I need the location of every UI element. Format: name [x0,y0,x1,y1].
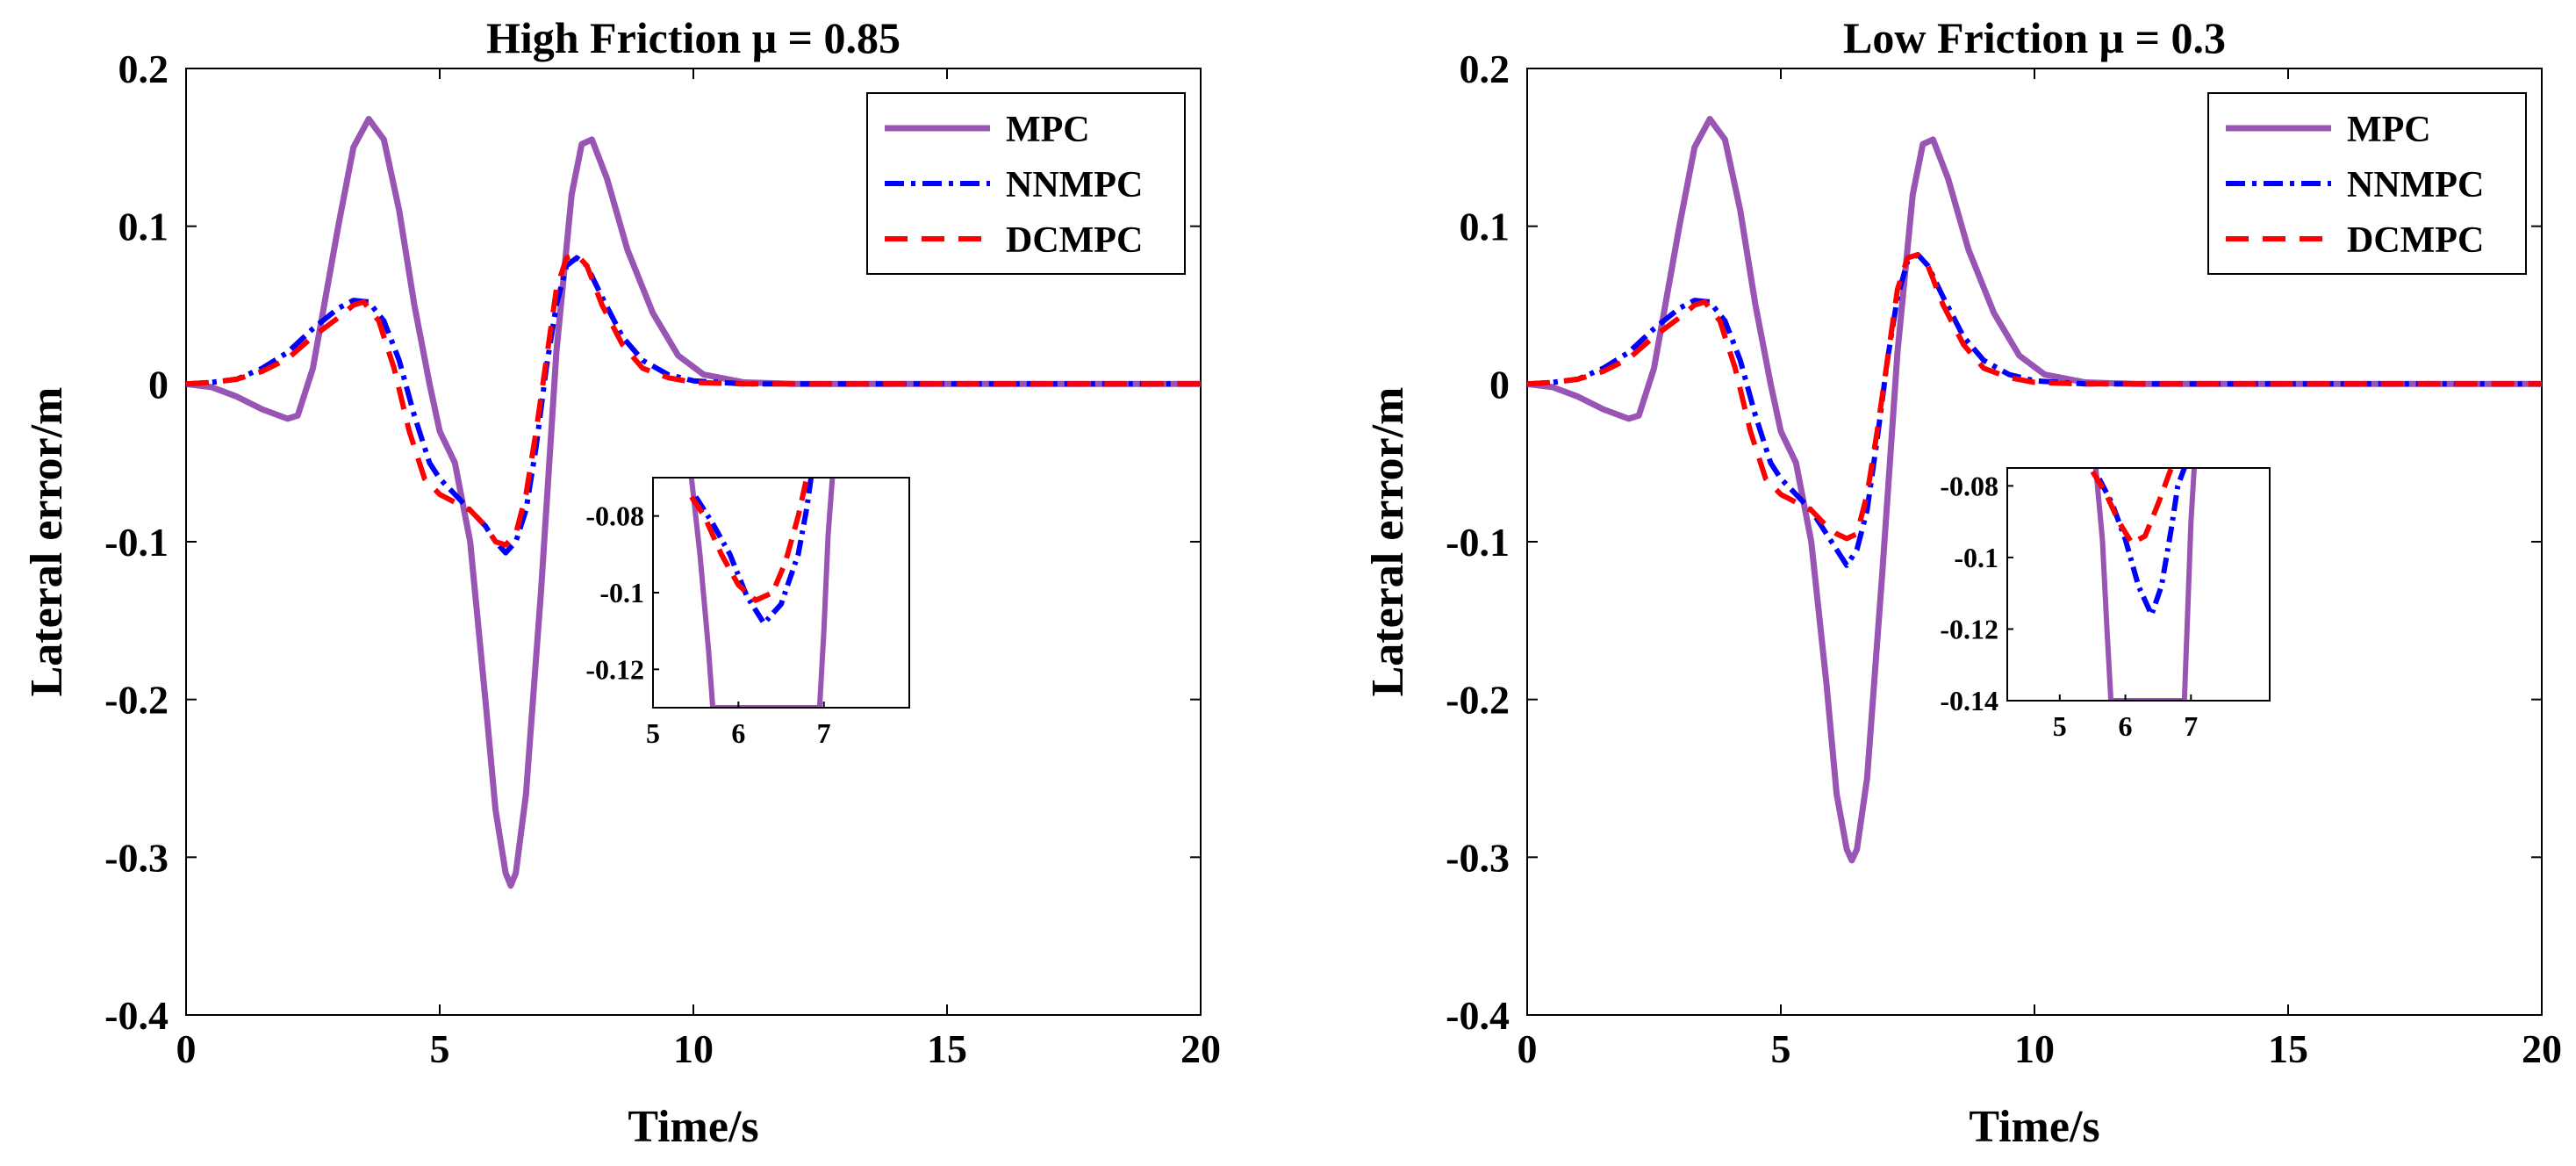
y-tick-label: 0.1 [118,205,169,249]
y-tick-label: -0.1 [1446,520,1510,565]
y-tick-label: -0.4 [1446,993,1510,1038]
y-axis-label: Lateral error/m [22,387,72,697]
inset-line-dcmpc [2090,468,2174,546]
x-tick-label: 0 [1518,1026,1538,1071]
y-tick-label: 0.1 [1460,205,1510,249]
inset-line-nnmpc [693,478,814,626]
legend-label-dcmpc: DCMPC [2347,220,2484,261]
inset-x-tick-label: 7 [2184,710,2198,742]
y-tick-label: -0.3 [104,835,169,880]
inset-x-tick-label: 6 [2119,710,2133,742]
y-tick-label: 0 [148,362,169,407]
chart-title: Low Friction μ = 0.3 [1843,13,2226,62]
x-tick-label: 20 [2522,1026,2562,1071]
x-tick-label: 10 [2014,1026,2055,1071]
series-line-dcmpc [186,252,1201,548]
inset-frame [2006,467,2271,702]
inset-series-group [2090,468,2197,701]
series-line-dcmpc [1527,252,2542,542]
y-tick-label: -0.2 [104,678,169,723]
inset-y-tick-label: -0.08 [1940,470,1998,501]
inset-y-tick-label: -0.1 [599,577,644,608]
inset-series-group [688,478,836,708]
inset-x-tick-label: 7 [817,717,831,749]
series-line-nnmpc [1527,252,2542,568]
chart-high-friction: 0 5 10 15 20 -0.4 -0.3 -0.2 -0.1 0 0.1 0.2 High Fric… [22,13,1221,1152]
series-group [1527,116,2542,864]
x-tick-label: 15 [927,1026,967,1071]
x-tick-label: 15 [2268,1026,2308,1071]
y-tick-label: 0.2 [1460,47,1510,91]
inset-y-tick-label: -0.1 [1954,542,1998,573]
x-axis-label: Time/s [1969,1102,2099,1152]
inset-x-tick-label: 5 [2053,710,2067,742]
inset-y-tick-label: -0.12 [585,653,644,685]
inset-x-tick-label: 6 [731,717,745,749]
inset-background [653,478,909,708]
inset-y-tick-label: -0.08 [585,500,644,532]
legend-label-mpc: MPC [1006,110,1090,150]
legend-box [2207,92,2527,275]
y-tick-label: -0.3 [1446,835,1510,880]
chart-title: High Friction μ = 0.85 [486,13,901,62]
y-axis-label: Lateral error/m [1363,387,1413,697]
y-tick-label: 0.2 [118,47,169,91]
chart-low-friction: 0 5 10 15 20 -0.4 -0.3 -0.2 -0.1 0 0.1 0.2 Low Frict… [1363,13,2562,1152]
inset-line-mpc [688,478,836,708]
inset-x-tick-label: 5 [646,717,660,749]
series-line-mpc [1527,116,2542,864]
x-axis-label: Time/s [628,1102,758,1152]
y-tick-label: -0.1 [104,520,169,565]
y-tick-label: -0.2 [1446,678,1510,723]
x-tick-label: 0 [176,1026,197,1071]
series-line-nnmpc [186,255,1201,556]
legend-label-dcmpc: DCMPC [1006,220,1143,261]
x-tick-label: 5 [1771,1026,1791,1071]
inset-line-mpc [2092,468,2197,701]
x-tick-label: 10 [673,1026,714,1071]
series-group [186,116,1201,889]
x-tick-label: 20 [1180,1026,1221,1071]
inset-line-nnmpc [2097,468,2187,618]
legend-label-nnmpc: NNMPC [2347,165,2484,205]
inset-line-dcmpc [689,478,810,603]
legend-label-nnmpc: NNMPC [1006,165,1143,205]
x-tick-label: 5 [430,1026,450,1071]
y-tick-label: -0.4 [104,993,169,1038]
inset-y-tick-label: -0.12 [1940,613,1998,644]
series-line-mpc [186,116,1201,889]
y-tick-label: 0 [1489,362,1510,407]
inset-y-tick-label: -0.14 [1940,685,1998,716]
inset-background [2007,468,2270,701]
legend-box [866,92,1186,275]
legend-label-mpc: MPC [2347,110,2431,150]
